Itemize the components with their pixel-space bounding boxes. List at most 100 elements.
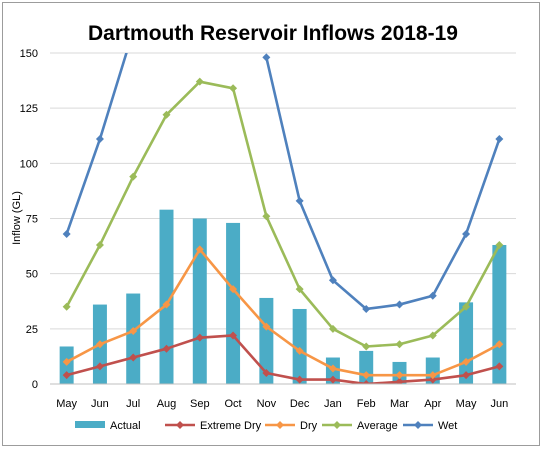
series-point [395,371,404,380]
series-point [462,357,471,366]
y-tick-label: 125 [20,103,38,115]
series-point [295,285,304,294]
series-point [495,135,504,144]
series-point [495,240,504,249]
series-point [462,302,471,311]
bar-actual [425,357,440,384]
series-point [262,322,271,331]
series-point [129,327,138,336]
x-axis-ticks: May Jun Jul Aug Sep Oct Nov Dec Jan Feb Mar Apr May J… [56,398,508,410]
legend: Actual Extreme Dry Dry Average Wet [75,420,457,432]
legend-item: Wet [403,420,457,432]
legend-item: Actual [75,420,141,432]
series-point [428,371,437,380]
series-point [95,135,104,144]
x-tick-label: Feb [357,398,376,410]
legend-marker [333,421,341,429]
series-point [395,340,404,349]
series-lines [62,53,504,384]
series-point [95,362,104,371]
series-point [262,53,271,62]
chart-title: Dartmouth Reservoir Inflows 2018-19 [88,22,458,45]
series-point [229,285,238,294]
series-point [62,302,71,311]
series-extreme-dry [62,331,504,384]
series-point [428,331,437,340]
series-point [129,353,138,362]
series-point [395,300,404,309]
x-tick-label: Aug [157,398,177,410]
x-tick-label: Nov [257,398,277,410]
series-point [262,368,271,377]
series-point [362,342,371,351]
x-tick-label: Jul [126,398,140,410]
legend-swatch [75,421,105,428]
series-point [229,331,238,340]
series-point [362,304,371,313]
y-axis-label: Inflow (GL) [11,191,23,245]
series-point [162,110,171,119]
y-tick-label: 50 [26,269,38,281]
legend-label: Actual [110,420,141,432]
series-line [65,53,128,235]
series-point [162,344,171,353]
series-point [328,364,337,373]
series-average [62,77,504,351]
bar-actual [192,218,207,384]
series-point [328,375,337,384]
series-point [362,380,371,384]
series-point [129,172,138,181]
x-tick-label: May [56,398,77,410]
series-point [462,371,471,380]
series-point [195,245,204,254]
series-point [95,240,104,249]
x-tick-label: Jun [490,398,508,410]
series-point [162,300,171,309]
series-point [362,371,371,380]
y-tick-label: 0 [32,379,38,391]
series-point [62,371,71,380]
x-tick-label: Dec [290,398,310,410]
series-dry [62,245,504,380]
series-point [328,276,337,285]
bar-actual [492,244,507,384]
series-point [195,77,204,86]
series-point [328,324,337,333]
legend-label: Wet [438,420,457,432]
series-point [295,196,304,205]
series-point [295,375,304,384]
x-tick-label: Sep [190,398,210,410]
series-point [395,377,404,384]
x-tick-label: Oct [225,398,242,410]
series-point [195,333,204,342]
legend-label: Average [357,420,398,432]
series-line [265,57,501,311]
legend-label: Extreme Dry [200,420,262,432]
series-point [262,212,271,221]
bar-actual [226,222,241,384]
y-tick-label: 75 [26,214,38,226]
legend-marker [276,421,284,429]
series-point [495,362,504,371]
series-line [65,80,501,348]
series-point [62,357,71,366]
bar-actual [259,297,274,384]
bars [59,209,507,384]
series-point [428,291,437,300]
series-line [66,334,500,384]
legend-item: Average [322,420,398,432]
y-axis-ticks: 0 25 50 75 100 125 150 [20,48,38,391]
legend-item: Extreme Dry [165,420,262,432]
legend-marker [176,421,184,429]
x-tick-label: Apr [424,398,441,410]
x-tick-label: Jan [324,398,342,410]
y-tick-label: 25 [26,324,38,336]
series-point [95,340,104,349]
series-wet [62,53,504,313]
bar-actual [292,308,307,384]
x-tick-label: May [456,398,477,410]
series-point [462,229,471,238]
series-line [66,248,500,377]
series-point [495,340,504,349]
y-tick-label: 150 [20,48,38,60]
